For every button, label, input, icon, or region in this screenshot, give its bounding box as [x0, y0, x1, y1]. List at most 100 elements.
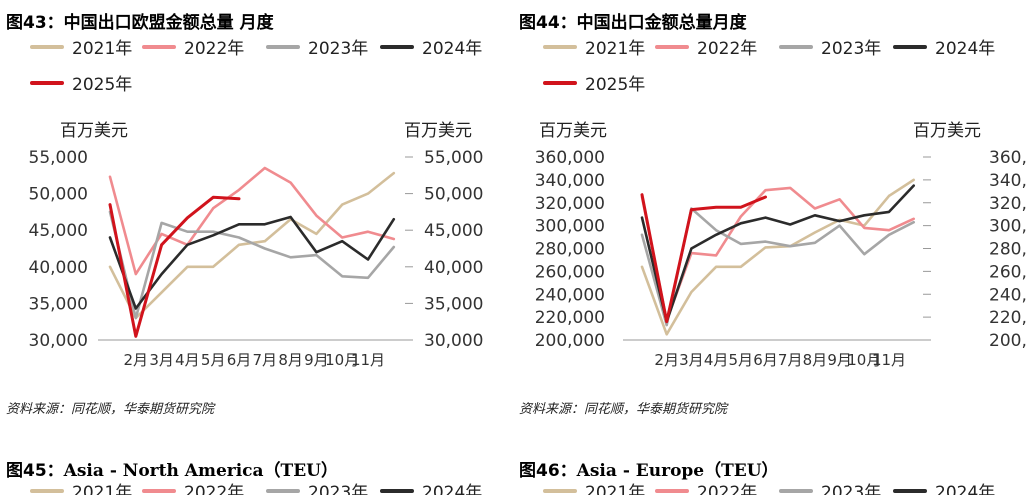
legend-swatch [266, 488, 300, 493]
x-tick-label: 2月 [124, 351, 149, 369]
y-tick-label-left: 340,000 [535, 171, 605, 191]
legend-item-2023: 2023年 [266, 34, 368, 59]
legend-swatch [142, 488, 176, 493]
figure-title-text: Asia - North America（TEU） [63, 461, 338, 481]
legend-label: 2023年 [821, 483, 882, 495]
y-tick-label-right: 35,000 [424, 294, 483, 314]
source-note: 资料来源：同花顺，华泰期货研究院 [6, 402, 215, 417]
x-tick-label: 5月 [201, 351, 226, 369]
legend-label: 2021年 [72, 483, 133, 495]
figure-title-text: Asia - Europe（TEU） [576, 461, 779, 481]
y-tick-label-right: 50,000 [424, 185, 483, 205]
legend-label: 2021年 [585, 39, 646, 59]
y-axis-unit-right: 百万美元 [404, 121, 472, 141]
legend-label: 2022年 [697, 39, 758, 59]
y-tick-label-left: 55,000 [29, 148, 88, 168]
x-tick-label: 10月 [325, 351, 359, 369]
series-line-2025 [640, 193, 767, 324]
series-line-2021 [108, 171, 396, 320]
x-tick-label: 11月 [351, 351, 385, 369]
figure-title-46: 图46：Asia - Europe（TEU） [519, 456, 779, 481]
y-tick-label-right: 300,000 [989, 217, 1026, 237]
legend-swatch [30, 80, 64, 85]
chart-panel-total-exports: 图44：中国出口金额总量月度 2021年 2022年 2023年 2024年 2025年… [513, 0, 1026, 495]
figure-title-45: 图45：Asia - North America（TEU） [6, 456, 338, 481]
figure-title: 图44：中国出口金额总量月度 [519, 8, 747, 33]
series-line-2024 [108, 215, 396, 310]
legend-item-2021: 2021年 [543, 34, 645, 59]
legend-label: 2022年 [184, 39, 245, 59]
legend-label: 2023年 [821, 39, 882, 59]
legend-swatch [142, 44, 176, 49]
figure-number: 图44： [519, 13, 577, 33]
legend-item-2024: 2024年 [380, 478, 482, 495]
x-tick-label: 8月 [278, 351, 303, 369]
y-tick-label-right: 260,000 [989, 262, 1026, 282]
x-tick-label: 8月 [803, 351, 828, 369]
y-tick-label-right: 45,000 [424, 221, 483, 241]
legend-item-2022: 2022年 [655, 478, 757, 495]
x-tick-label: 4月 [175, 351, 200, 369]
legend-swatch [893, 44, 927, 49]
legend-item-2022: 2022年 [142, 34, 244, 59]
figure-title: 图43：中国出口欧盟金额总量 月度 [6, 8, 274, 33]
legend-swatch [655, 488, 689, 493]
y-axis-unit-left: 百万美元 [60, 121, 128, 141]
legend-item-2021: 2021年 [30, 478, 132, 495]
line-chart: 30,000 30,000 35,000 35,000 40,000 40,000 45,0… [29, 148, 484, 369]
figure-number: 图43： [6, 13, 64, 33]
legend-swatch [380, 488, 414, 493]
x-tick-label: 10月 [847, 351, 881, 369]
x-tick-label: 3月 [149, 351, 174, 369]
legend-label: 2024年 [422, 483, 483, 495]
figure-title-text: 中国出口金额总量月度 [576, 13, 747, 33]
y-tick-label-right: 340,000 [989, 171, 1026, 191]
x-tick-label: 11月 [872, 351, 906, 369]
legend-swatch [779, 44, 813, 49]
legend-swatch [543, 44, 577, 49]
y-tick-label-left: 320,000 [535, 194, 605, 214]
y-tick-label-left: 260,000 [535, 262, 605, 282]
legend-label: 2023年 [308, 483, 369, 495]
x-tick-label: 6月 [227, 351, 252, 369]
line-chart: 200,000 200,000 220,000 220,000 240,000 240,0… [535, 148, 1026, 369]
legend-swatch [30, 488, 64, 493]
y-tick-label-left: 35,000 [29, 294, 88, 314]
y-tick-label-right: 55,000 [424, 148, 483, 168]
x-tick-label: 9月 [827, 351, 852, 369]
legend-item-2025: 2025年 [30, 70, 132, 95]
legend-label: 2021年 [585, 483, 646, 495]
legend-swatch [30, 44, 64, 49]
x-tick-label: 7月 [253, 351, 278, 369]
legend-label: 2022年 [697, 483, 758, 495]
y-tick-label-right: 360,000 [989, 148, 1026, 168]
legend-swatch [893, 488, 927, 493]
legend-label: 2024年 [422, 39, 483, 59]
legend-item-2023: 2023年 [779, 478, 881, 495]
y-tick-label-left: 220,000 [535, 308, 605, 328]
y-axis-unit-right: 百万美元 [913, 121, 981, 141]
source-note: 资料来源：同花顺，华泰期货研究院 [519, 402, 728, 417]
y-axis-unit-left: 百万美元 [539, 121, 607, 141]
y-tick-label-right: 240,000 [989, 285, 1026, 305]
y-tick-label-right: 40,000 [424, 258, 483, 278]
legend-item-2022: 2022年 [142, 478, 244, 495]
legend-label: 2025年 [585, 75, 646, 95]
figure-title-text: 中国出口欧盟金额总量 月度 [63, 13, 274, 33]
series-line-2023 [108, 210, 396, 320]
y-tick-label-left: 240,000 [535, 285, 605, 305]
legend-label: 2024年 [935, 483, 996, 495]
legend-item-2024: 2024年 [380, 34, 482, 59]
figure-number: 图45： [6, 461, 64, 481]
legend-item-2024: 2024年 [893, 478, 995, 495]
chart-panel-eu-exports: 图43：中国出口欧盟金额总量 月度 2021年 2022年 2023年 2024年 20… [6, 8, 484, 495]
legend-swatch [266, 44, 300, 49]
legend-label: 2021年 [72, 39, 133, 59]
x-tick-label: 3月 [679, 351, 704, 369]
legend-item-2021: 2021年 [30, 34, 132, 59]
y-tick-label-left: 300,000 [535, 217, 605, 237]
legend-label: 2023年 [308, 39, 369, 59]
y-tick-label-right: 220,000 [989, 308, 1026, 328]
legend-item-2023: 2023年 [266, 478, 368, 495]
series-line-2025 [108, 195, 241, 338]
